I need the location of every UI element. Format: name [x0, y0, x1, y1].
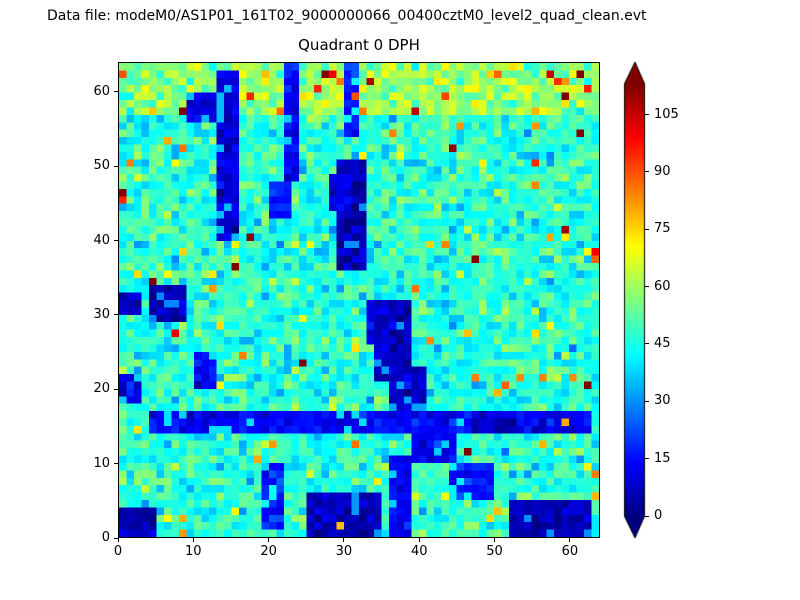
x-tick-label: 20 [260, 544, 277, 559]
y-tick-label: 40 [93, 232, 110, 248]
colorbar-tick-label: 105 [654, 106, 679, 122]
x-tick-mark [343, 538, 345, 542]
colorbar-tick-label: 90 [654, 163, 671, 179]
colorbar-tick-mark [645, 343, 649, 345]
y-tick-mark [114, 91, 118, 93]
data-file-label: Data file: modeM0/AS1P01_161T02_90000000… [47, 8, 647, 24]
colorbar-tick-label: 30 [654, 393, 671, 409]
y-tick-label: 50 [93, 158, 110, 174]
y-tick-mark [114, 314, 118, 316]
x-tick-mark [569, 538, 571, 542]
y-tick-label: 30 [93, 306, 110, 322]
x-tick-mark [192, 538, 194, 542]
x-tick-label: 40 [410, 544, 428, 559]
plot-title: Quadrant 0 DPH [298, 36, 420, 54]
x-tick-mark [494, 538, 496, 542]
y-tick-mark [114, 388, 118, 390]
colorbar-tick-mark [645, 114, 649, 116]
colorbar-tick-mark [645, 400, 649, 402]
heatmap-canvas [119, 63, 599, 537]
colorbar-tick-mark [645, 458, 649, 460]
heatmap-axes [118, 62, 600, 538]
y-tick-mark [114, 240, 118, 241]
colorbar-tick-label: 0 [654, 508, 663, 523]
x-tick-label: 50 [486, 544, 503, 559]
x-tick-label: 0 [113, 544, 123, 559]
x-tick-mark [268, 538, 270, 542]
colorbar-tick-mark [645, 228, 649, 230]
y-tick-label: 10 [93, 455, 110, 471]
y-tick-label: 20 [93, 381, 110, 397]
y-tick-mark [114, 537, 118, 539]
x-tick-label: 10 [185, 544, 202, 559]
x-tick-label: 30 [335, 544, 353, 559]
colorbar-tick-label: 15 [654, 450, 671, 466]
x-tick-mark [418, 538, 420, 542]
colorbar-tick-mark [645, 171, 649, 173]
y-tick-mark [114, 165, 118, 167]
colorbar-tick-label: 60 [654, 278, 671, 294]
x-tick-mark [117, 538, 119, 542]
x-tick-label: 60 [561, 544, 579, 559]
colorbar-canvas [622, 61, 648, 539]
colorbar-tick-label: 75 [654, 221, 671, 237]
colorbar-tick-label: 45 [654, 335, 671, 351]
y-tick-label: 0 [101, 530, 110, 545]
colorbar-tick-mark [645, 515, 649, 517]
y-tick-label: 60 [93, 83, 110, 99]
y-tick-mark [114, 463, 118, 465]
colorbar-tick-mark [645, 286, 649, 288]
